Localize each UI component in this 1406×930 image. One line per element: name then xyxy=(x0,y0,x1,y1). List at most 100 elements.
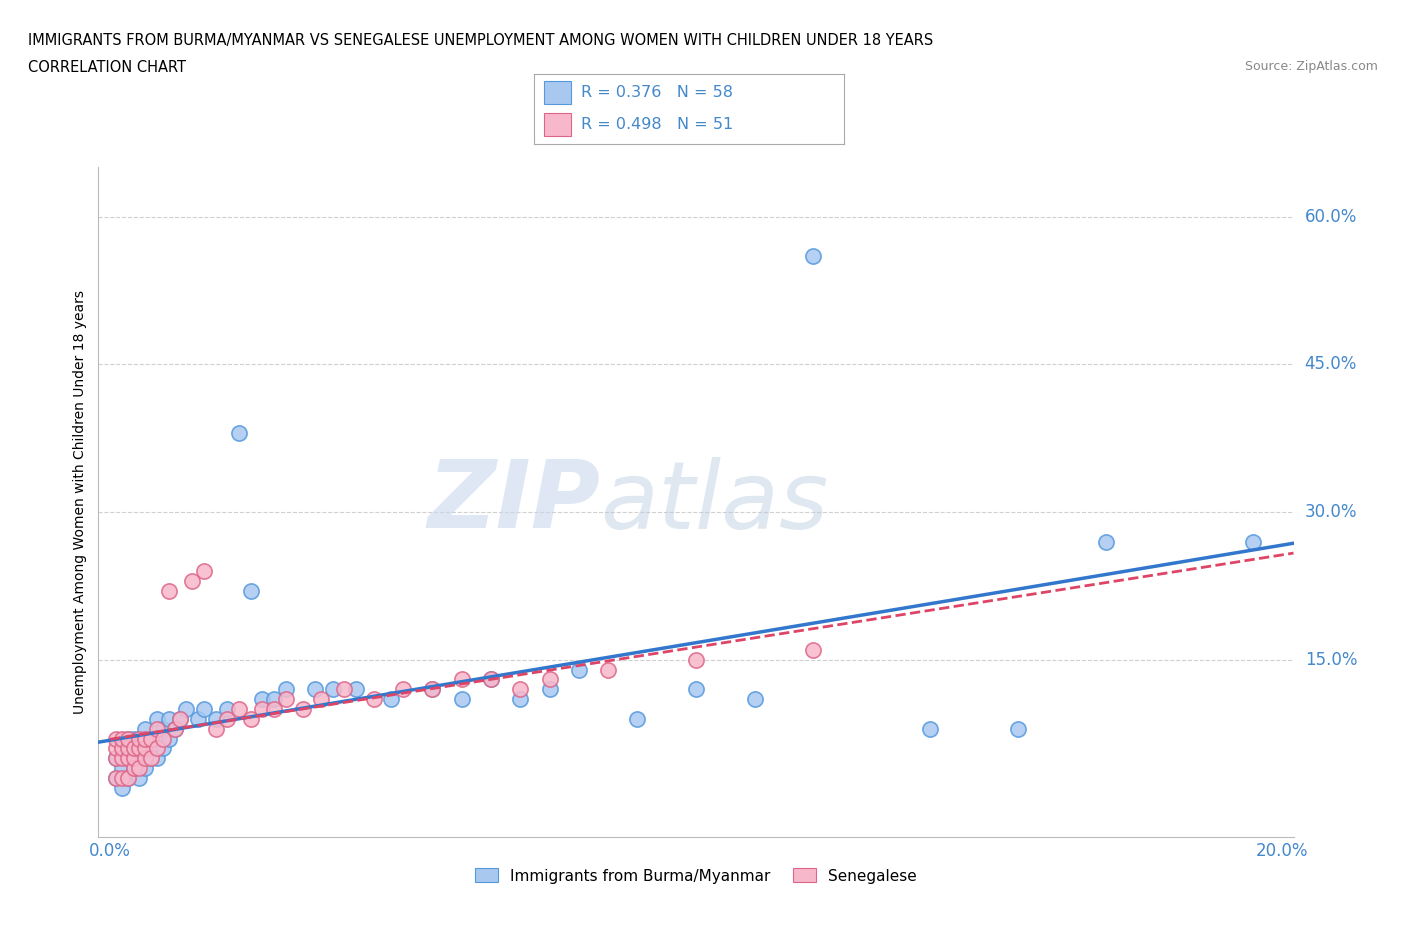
Point xyxy=(392,682,415,697)
Text: 30.0%: 30.0% xyxy=(1305,503,1357,521)
Point xyxy=(141,751,163,765)
Point xyxy=(122,741,145,756)
Point xyxy=(128,731,150,746)
Point xyxy=(117,751,139,765)
Point xyxy=(111,731,134,746)
Point xyxy=(157,583,180,598)
Point xyxy=(274,682,297,697)
Point xyxy=(117,741,139,756)
Point xyxy=(111,741,134,756)
Text: R = 0.376   N = 58: R = 0.376 N = 58 xyxy=(581,85,733,100)
Point xyxy=(152,722,174,737)
Point xyxy=(304,682,326,697)
Point xyxy=(217,701,239,716)
Point xyxy=(117,770,139,785)
Point xyxy=(117,770,139,785)
Point xyxy=(134,761,156,776)
Y-axis label: Unemployment Among Women with Children Under 18 years: Unemployment Among Women with Children U… xyxy=(73,290,87,714)
Point xyxy=(228,701,250,716)
Point xyxy=(152,741,174,756)
Point xyxy=(152,731,174,746)
Point xyxy=(146,731,169,746)
Point xyxy=(920,722,942,737)
Text: atlas: atlas xyxy=(600,457,828,548)
Bar xyxy=(544,82,571,104)
Point xyxy=(801,643,824,658)
Point xyxy=(228,426,250,441)
Point xyxy=(252,701,274,716)
Point xyxy=(128,731,150,746)
Point xyxy=(363,692,385,707)
Point xyxy=(252,692,274,707)
Point xyxy=(239,711,262,726)
Point xyxy=(479,672,502,687)
Point xyxy=(685,652,707,667)
Point xyxy=(111,780,134,795)
Point xyxy=(333,682,356,697)
Point xyxy=(420,682,443,697)
Point xyxy=(538,682,561,697)
Point xyxy=(181,574,204,589)
Text: CORRELATION CHART: CORRELATION CHART xyxy=(28,60,186,75)
Point xyxy=(322,682,344,697)
Text: ZIP: ZIP xyxy=(427,457,600,548)
Point xyxy=(292,701,315,716)
Point xyxy=(568,662,591,677)
Point xyxy=(128,741,150,756)
Point xyxy=(128,770,150,785)
Point xyxy=(134,741,156,756)
Point xyxy=(1095,534,1118,549)
Point xyxy=(187,711,209,726)
Point xyxy=(1007,722,1029,737)
Point xyxy=(263,701,285,716)
Point xyxy=(141,731,163,746)
Point xyxy=(146,711,169,726)
Point xyxy=(105,741,128,756)
Point xyxy=(134,731,156,746)
Point xyxy=(141,731,163,746)
Point xyxy=(111,741,134,756)
Point xyxy=(193,701,215,716)
Point xyxy=(239,583,262,598)
Point xyxy=(134,751,156,765)
Legend: Immigrants from Burma/Myanmar, Senegalese: Immigrants from Burma/Myanmar, Senegales… xyxy=(468,862,924,890)
Point xyxy=(117,731,139,746)
Point xyxy=(105,731,128,746)
Point xyxy=(169,711,191,726)
Point xyxy=(111,761,134,776)
Point xyxy=(204,722,226,737)
Point xyxy=(146,722,169,737)
Point xyxy=(105,770,128,785)
Point xyxy=(596,662,619,677)
Point xyxy=(420,682,443,697)
Point xyxy=(744,692,766,707)
Point xyxy=(801,248,824,263)
Point xyxy=(128,761,150,776)
Point xyxy=(204,711,226,726)
Point xyxy=(122,741,145,756)
Point xyxy=(122,761,145,776)
Point xyxy=(146,751,169,765)
Point xyxy=(117,741,139,756)
Text: 15.0%: 15.0% xyxy=(1305,651,1357,669)
Point xyxy=(479,672,502,687)
Point xyxy=(163,722,186,737)
Point xyxy=(117,731,139,746)
Point xyxy=(509,692,531,707)
Point xyxy=(117,751,139,765)
Point xyxy=(105,770,128,785)
Point xyxy=(538,672,561,687)
Point xyxy=(1241,534,1264,549)
Point xyxy=(122,761,145,776)
Point xyxy=(263,692,285,707)
Point xyxy=(128,751,150,765)
Point xyxy=(122,751,145,765)
Text: 60.0%: 60.0% xyxy=(1305,207,1357,226)
Point xyxy=(380,692,402,707)
Point xyxy=(626,711,648,726)
Text: Source: ZipAtlas.com: Source: ZipAtlas.com xyxy=(1244,60,1378,73)
Point xyxy=(174,701,197,716)
Point xyxy=(163,722,186,737)
Point xyxy=(134,722,156,737)
Point xyxy=(141,751,163,765)
